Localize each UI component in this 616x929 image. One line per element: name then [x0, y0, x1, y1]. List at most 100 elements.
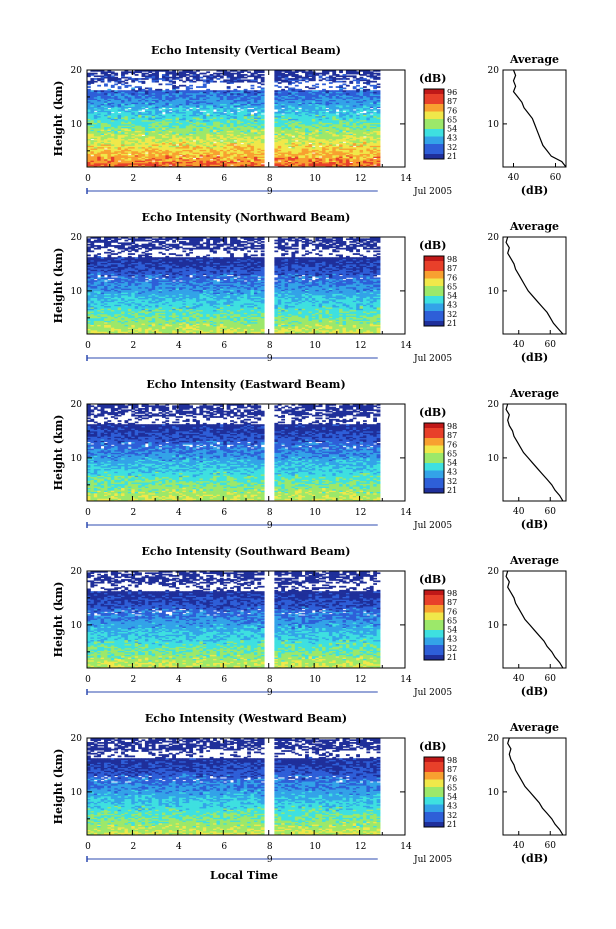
heatmap-cell — [250, 136, 255, 138]
heatmap-cell — [213, 117, 217, 119]
heatmap-cell — [114, 119, 119, 122]
heatmap-cell — [366, 161, 371, 164]
heatmap-cell — [243, 122, 248, 125]
heatmap-cell — [216, 117, 221, 119]
heatmap-cell — [216, 161, 221, 164]
heatmap-cell — [151, 144, 156, 146]
heatmap-cell — [281, 88, 286, 91]
heatmap-cell — [131, 131, 136, 134]
heatmap-cell — [328, 119, 333, 122]
heatmap-cell — [322, 156, 326, 158]
heatmap-cell — [301, 119, 306, 122]
heatmap-cell — [352, 131, 357, 134]
heatmap-cell — [189, 118, 194, 121]
heatmap-cell — [294, 145, 299, 148]
heatmap-cell — [87, 119, 91, 122]
heatmap-cell — [158, 136, 163, 138]
heatmap-cell — [199, 154, 204, 157]
heatmap-cell — [257, 126, 262, 129]
heatmap-cell — [124, 126, 129, 129]
heatmap-cell — [359, 123, 364, 126]
heatmap-cell — [294, 158, 299, 161]
heatmap-cell — [305, 138, 309, 141]
heatmap-cell — [247, 141, 251, 144]
heatmap-cell — [165, 131, 170, 134]
heatmap-cell — [284, 157, 289, 160]
heatmap-cell — [131, 130, 136, 133]
heatmap-cell — [277, 121, 282, 123]
heatmap-cell — [168, 133, 173, 136]
heatmap-cell — [148, 130, 153, 133]
heatmap-cell — [161, 141, 166, 144]
heatmap-cell — [199, 131, 204, 134]
heatmap-cell — [87, 153, 91, 156]
heatmap-cell — [342, 122, 347, 125]
heatmap-cell — [315, 161, 320, 164]
heatmap-cell — [223, 115, 228, 118]
heatmap-cell — [134, 145, 139, 148]
heatmap-cell — [148, 144, 153, 146]
heatmap-cell — [192, 141, 197, 144]
heatmap-cell — [281, 140, 286, 142]
heatmap-cell — [233, 121, 238, 123]
heatmap-cell — [349, 121, 354, 123]
heatmap-cell — [185, 161, 190, 164]
heatmap-cell — [253, 133, 258, 136]
heatmap-cell — [104, 160, 108, 163]
heatmap-cell — [202, 117, 207, 119]
heatmap-cell — [158, 144, 163, 146]
heatmap-cell — [335, 145, 340, 148]
heatmap-cell — [165, 145, 170, 148]
heatmap-cell — [192, 90, 197, 92]
heatmap-cell — [144, 140, 149, 142]
heatmap-cell — [294, 153, 299, 156]
heatmap-cell — [104, 129, 108, 132]
heatmap-cell — [308, 119, 313, 122]
heatmap-cell — [298, 115, 303, 118]
heatmap-cell — [158, 156, 163, 158]
heatmap-cell — [216, 130, 221, 133]
heatmap-cell — [250, 152, 255, 154]
heatmap-cell — [196, 133, 200, 136]
heatmap-cell — [322, 148, 326, 150]
heatmap-cell — [121, 121, 125, 123]
heatmap-cell — [138, 142, 142, 145]
heatmap-cell — [175, 118, 180, 121]
heatmap-cell — [206, 133, 211, 136]
heatmap-cell — [196, 127, 200, 130]
heatmap-cell — [349, 133, 354, 136]
heatmap-cell — [240, 117, 245, 119]
heatmap-cell — [223, 142, 228, 145]
heatmap-cell — [369, 162, 374, 165]
heatmap-cell — [335, 154, 340, 157]
heatmap-cell — [117, 148, 122, 150]
heatmap-cell — [335, 129, 340, 132]
heatmap-cell — [298, 122, 303, 125]
heatmap-cell — [131, 123, 136, 126]
heatmap-cell — [124, 156, 129, 158]
heatmap-cell — [288, 154, 292, 157]
heatmap-cell — [199, 123, 204, 126]
heatmap-cell — [335, 118, 340, 121]
heatmap-cell — [100, 148, 105, 150]
heatmap-cell — [236, 141, 241, 144]
heatmap-cell — [288, 130, 292, 133]
heatmap-cell — [294, 125, 299, 127]
heatmap-cell — [288, 117, 292, 119]
heatmap-cell — [192, 118, 197, 121]
heatmap-cell — [352, 121, 357, 123]
heatmap-cell — [138, 156, 142, 158]
heatmap-cell — [236, 145, 241, 148]
heatmap-cell — [161, 137, 166, 140]
heatmap-cell — [288, 145, 292, 148]
heatmap-cell — [121, 138, 125, 141]
heatmap-cell — [308, 127, 313, 130]
heatmap-cell — [138, 162, 142, 165]
heatmap-cell — [185, 127, 190, 130]
heatmap-cell — [185, 122, 190, 125]
heatmap-cell — [277, 164, 282, 167]
heatmap-cell — [127, 117, 132, 119]
heatmap-cell — [107, 119, 112, 122]
heatmap-cell — [349, 140, 354, 142]
heatmap-cell — [165, 149, 170, 152]
